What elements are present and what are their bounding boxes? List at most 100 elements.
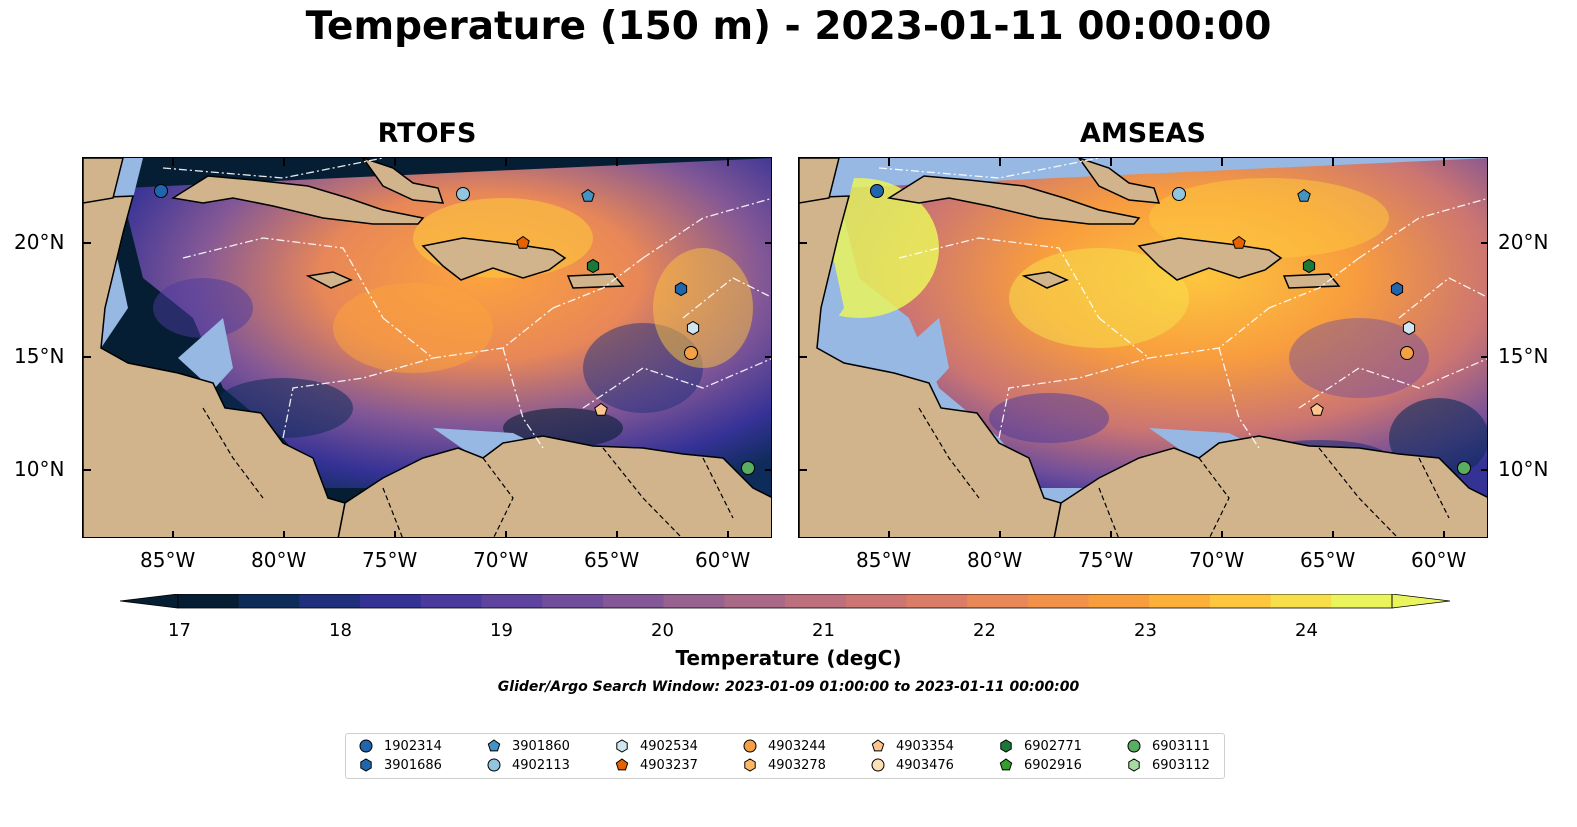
colorbar-extend-min	[119, 593, 179, 609]
temperature-eddy	[1009, 248, 1189, 348]
eez-boundary	[182, 237, 384, 319]
eez-boundary	[682, 277, 771, 319]
float-marker-4903237	[1232, 235, 1246, 249]
legend-label: 4902113	[512, 757, 570, 773]
temperature-eddy	[1289, 318, 1429, 398]
float-marker-4903237	[516, 235, 530, 249]
legend-label: 6903111	[1152, 738, 1210, 754]
land-mass	[170, 175, 425, 225]
shelf-water	[894, 318, 949, 390]
legend-label: 6903112	[1152, 757, 1210, 773]
land-mass	[566, 273, 625, 289]
colorbar-swatch	[481, 594, 543, 608]
eez-boundary	[552, 257, 644, 309]
country-border	[602, 447, 682, 537]
country-border	[202, 407, 264, 499]
colorbar-swatch	[602, 594, 665, 608]
float-marker-4902113	[1172, 187, 1186, 201]
colorbar-swatch	[1027, 594, 1090, 608]
float-marker-4902534	[686, 320, 700, 336]
country-border	[1418, 457, 1450, 519]
colorbar-tick-label: 20	[651, 620, 674, 641]
legend-marker-pentagon	[999, 758, 1013, 771]
lat-tick-label: 15°N	[14, 344, 65, 368]
land-mass	[421, 237, 567, 281]
float-marker-3901686	[1390, 281, 1404, 297]
eez-boundary	[162, 158, 384, 179]
legend-marker-circle	[359, 739, 373, 753]
legend-item-6902771: 6902771	[998, 738, 1082, 754]
eez-boundary	[282, 357, 434, 439]
float-marker-4902113	[456, 187, 470, 201]
legend-label: 4902534	[640, 738, 698, 754]
legend-label: 4903237	[640, 757, 698, 773]
land-mass	[1053, 435, 1487, 537]
eez-boundary	[382, 307, 554, 359]
eez-boundary	[582, 358, 771, 409]
float-marker-6903111	[1457, 461, 1471, 475]
country-border	[382, 487, 403, 537]
land-mass	[886, 175, 1141, 225]
float-marker-4903354	[594, 402, 608, 416]
legend-item-6903111: 6903111	[1126, 738, 1210, 754]
rtofs-map	[82, 157, 772, 538]
temperature-eddy	[989, 393, 1109, 443]
float-marker-4903354	[1310, 402, 1324, 416]
legend-label: 4903476	[896, 757, 954, 773]
colorbar-label: Temperature (degC)	[675, 646, 902, 670]
colorbar-swatch	[1331, 594, 1393, 608]
legend-marker-circle	[871, 758, 885, 772]
eez-boundary	[998, 357, 1150, 439]
legend-marker-pentagon	[871, 739, 885, 752]
lon-tick-label: 60°W	[695, 548, 751, 572]
colorbar-swatch	[967, 594, 1029, 608]
country-border	[702, 457, 734, 519]
legend-marker-pentagon	[615, 758, 629, 771]
colorbar-tick-label: 22	[973, 620, 996, 641]
colorbar-swatch	[360, 594, 422, 608]
temperature-eddy	[333, 283, 493, 373]
legend-marker-circle	[1127, 739, 1141, 753]
legend-item-3901686: 3901686	[358, 757, 442, 773]
lon-tick-label: 65°W	[1300, 548, 1356, 572]
colorbar-swatch	[845, 594, 907, 608]
colorbar-swatch	[724, 594, 786, 608]
colorbar-extend-max	[1391, 593, 1451, 609]
colorbar-swatch	[299, 594, 361, 608]
country-border	[918, 407, 980, 499]
panel-title-rtofs: RTOFS	[377, 118, 477, 149]
lat-tick-label: 20°N	[14, 230, 65, 254]
colorbar-swatch	[178, 594, 240, 608]
lat-tick-label: 10°N	[1498, 457, 1549, 481]
lon-tick-label: 80°W	[967, 548, 1023, 572]
lat-tick-label: 20°N	[1498, 230, 1549, 254]
float-marker-4902534	[1402, 320, 1416, 336]
colorbar-swatch	[906, 594, 968, 608]
float-marker-6902771	[586, 258, 600, 274]
float-marker-6903111	[741, 461, 755, 475]
legend-item-4902113: 4902113	[486, 757, 570, 773]
legend-marker-pentagon	[487, 739, 501, 752]
lon-tick-label: 85°W	[140, 548, 196, 572]
lon-tick-label: 70°W	[1189, 548, 1245, 572]
float-legend: 1902314 3901686 3901860 4902113 4902534 49032…	[345, 733, 1225, 779]
panel-title-amseas: AMSEAS	[1080, 118, 1206, 149]
colorbar-tick-label: 24	[1295, 620, 1318, 641]
temperature-eddy	[153, 278, 253, 338]
temperature-eddy	[653, 248, 753, 368]
legend-marker-circle	[743, 739, 757, 753]
eez-boundary	[898, 237, 1100, 319]
eez-boundary	[1098, 307, 1270, 359]
colorbar-swatch	[1088, 594, 1150, 608]
land-mass	[305, 271, 353, 289]
colorbar-swatch	[663, 594, 725, 608]
colorbar	[119, 593, 1452, 622]
legend-label: 6902916	[1024, 757, 1082, 773]
legend-item-6903112: 6903112	[1126, 757, 1210, 773]
colorbar-swatch	[420, 594, 483, 608]
land-mass	[1282, 273, 1341, 289]
lon-tick-label: 65°W	[584, 548, 640, 572]
land-mass	[83, 158, 124, 204]
lat-tick-label: 10°N	[14, 457, 65, 481]
colorbar-swatch	[238, 594, 300, 608]
